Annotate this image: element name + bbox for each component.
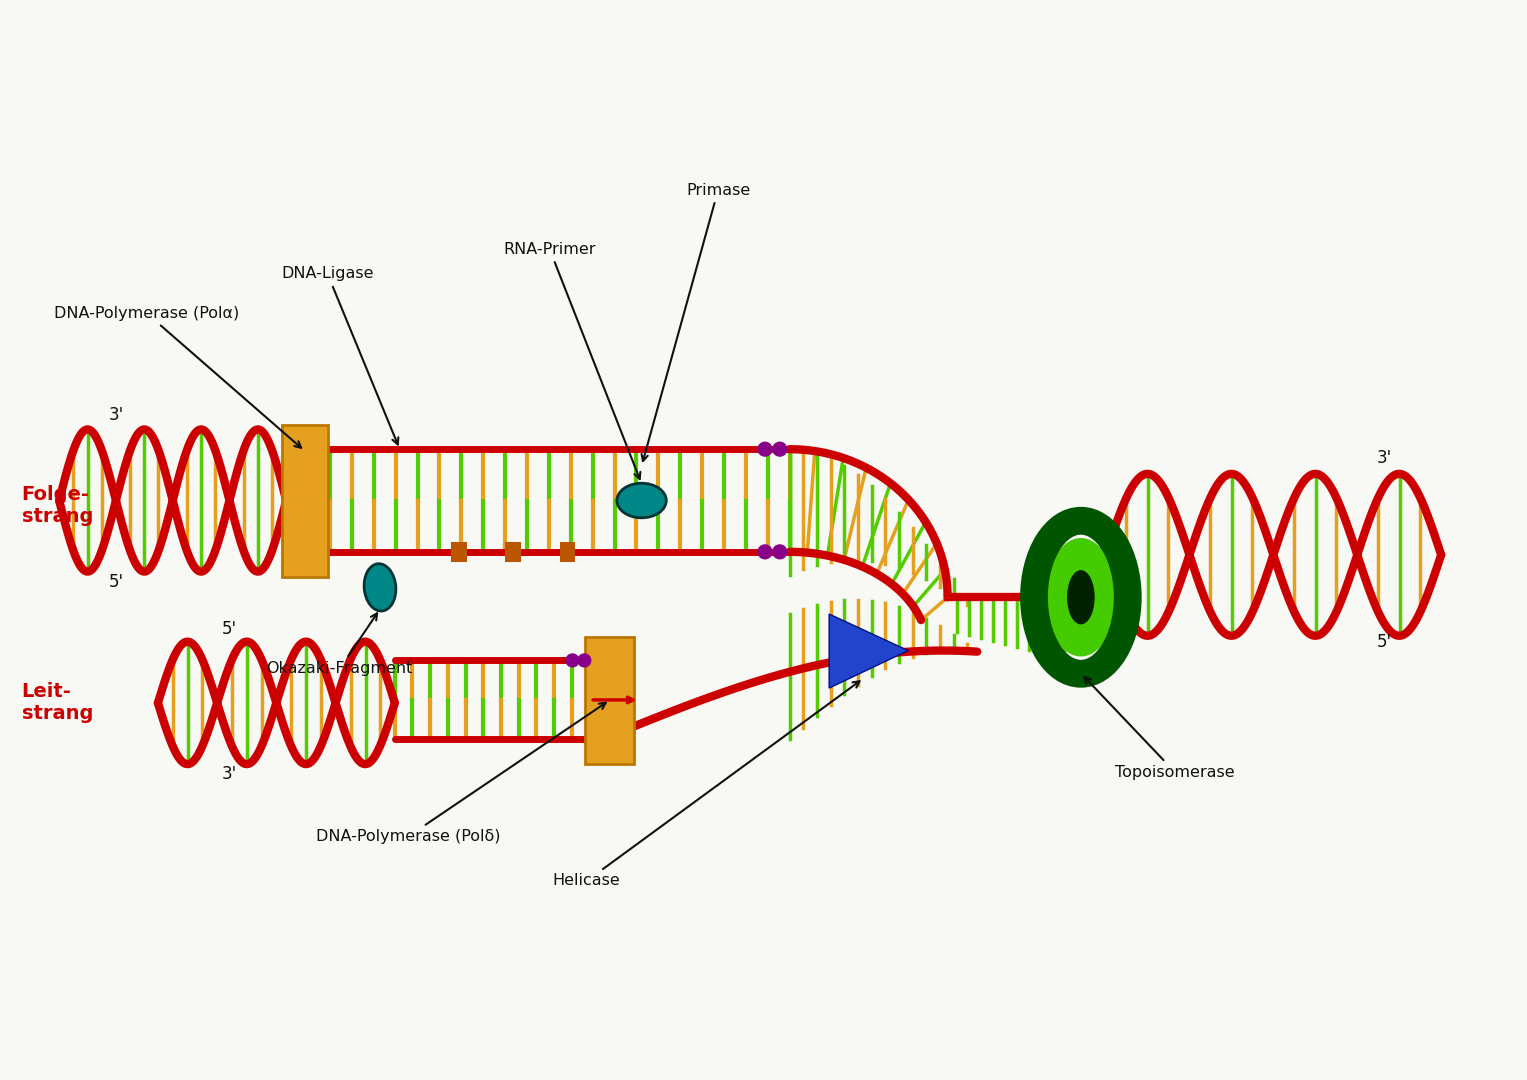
Circle shape xyxy=(773,545,786,558)
Circle shape xyxy=(567,654,579,666)
Text: 3': 3' xyxy=(108,406,124,423)
Text: 5': 5' xyxy=(1377,633,1393,650)
Text: 3': 3' xyxy=(221,765,237,783)
Text: DNA-Polymerase (Polα): DNA-Polymerase (Polα) xyxy=(55,306,301,448)
Text: Leit-
strang: Leit- strang xyxy=(21,683,93,724)
FancyBboxPatch shape xyxy=(282,424,328,577)
FancyBboxPatch shape xyxy=(505,542,521,562)
Ellipse shape xyxy=(617,483,666,517)
Text: Primase: Primase xyxy=(641,183,750,461)
Ellipse shape xyxy=(363,564,395,611)
Text: 5': 5' xyxy=(221,620,237,638)
Text: DNA-Ligase: DNA-Ligase xyxy=(281,267,399,445)
Circle shape xyxy=(757,443,771,456)
Circle shape xyxy=(757,545,771,558)
Text: Topoisomerase: Topoisomerase xyxy=(1084,677,1235,780)
FancyBboxPatch shape xyxy=(585,637,634,764)
Text: DNA-Polymerase (Polδ): DNA-Polymerase (Polδ) xyxy=(316,703,606,845)
Text: RNA-Primer: RNA-Primer xyxy=(504,242,640,478)
Text: 3': 3' xyxy=(1377,449,1393,467)
Text: Folge-
strang: Folge- strang xyxy=(21,485,93,526)
Text: 5': 5' xyxy=(108,573,124,592)
FancyBboxPatch shape xyxy=(560,542,576,562)
Ellipse shape xyxy=(1067,570,1095,624)
Polygon shape xyxy=(829,615,909,688)
Text: Okazaki-Fragment: Okazaki-Fragment xyxy=(267,613,412,676)
Text: Helicase: Helicase xyxy=(553,681,860,889)
Circle shape xyxy=(577,654,591,666)
Circle shape xyxy=(773,443,786,456)
FancyBboxPatch shape xyxy=(450,542,467,562)
Ellipse shape xyxy=(1046,538,1116,657)
